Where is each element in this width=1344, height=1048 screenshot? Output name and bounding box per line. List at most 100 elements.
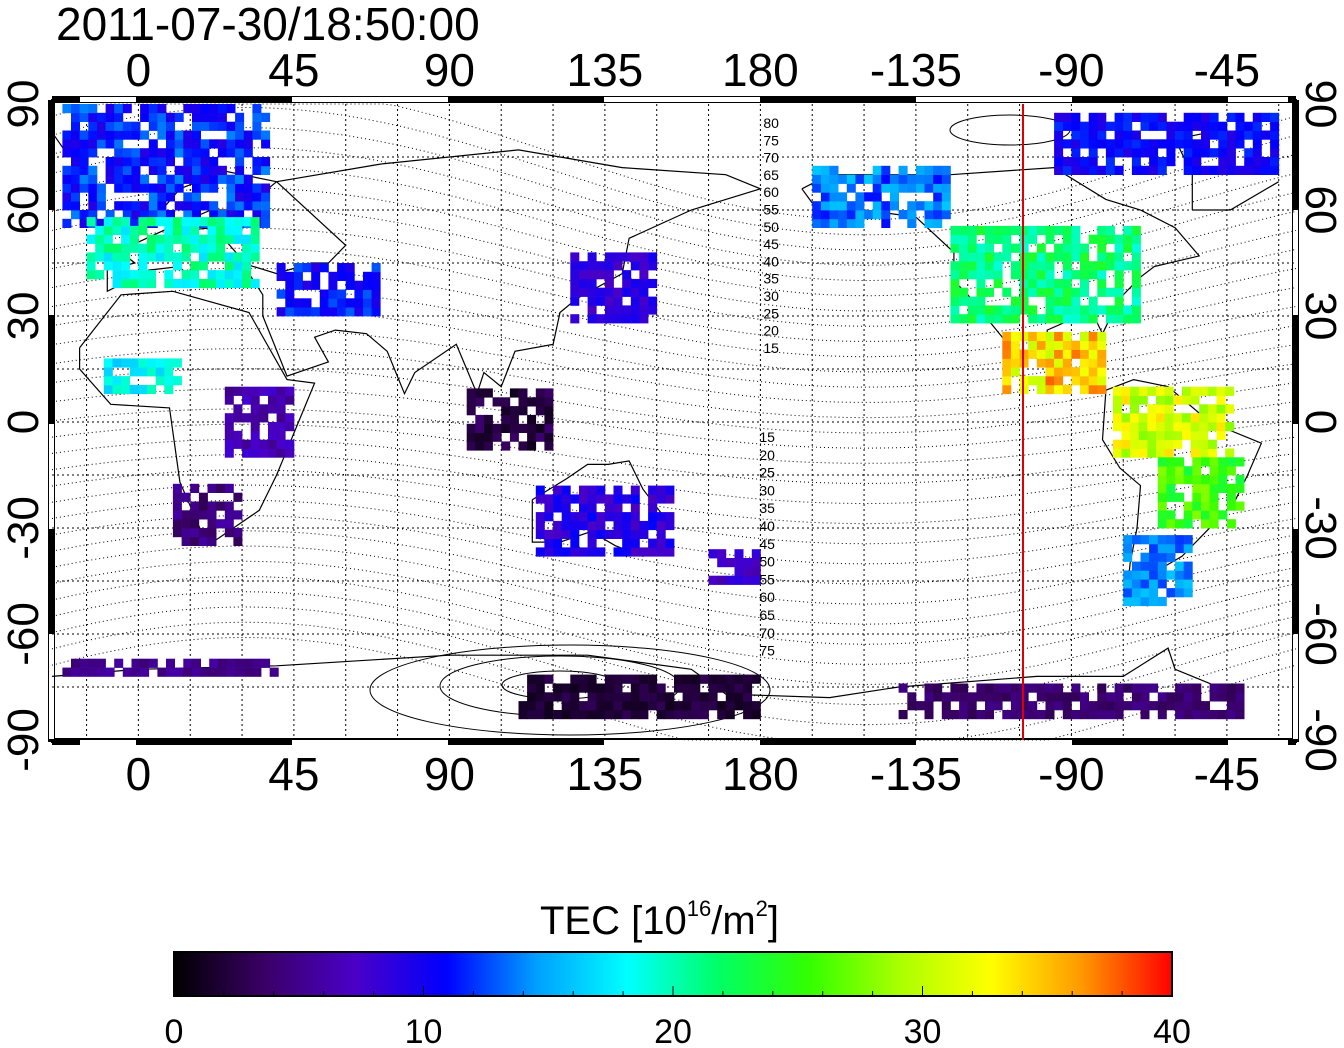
tec-cell <box>864 210 874 220</box>
tec-cell <box>1183 157 1193 167</box>
tec-cell <box>509 432 519 442</box>
tec-cell <box>1097 165 1107 175</box>
tec-cell <box>164 367 174 377</box>
tec-cell <box>1183 579 1193 589</box>
tec-cell <box>561 520 571 531</box>
tec-cell <box>1175 588 1185 598</box>
tec-cell <box>941 692 951 702</box>
tec-cell <box>604 296 614 306</box>
tec-cell <box>1045 358 1055 368</box>
tec-cell <box>1166 510 1176 520</box>
tec-cell <box>1209 112 1219 122</box>
tec-cell <box>1164 413 1174 423</box>
tec-cell <box>252 667 262 677</box>
tec-cell <box>71 174 80 184</box>
tec-cell <box>1036 225 1046 236</box>
tec-cell <box>1105 692 1115 702</box>
tec-cell <box>190 501 200 511</box>
tec-cell <box>941 210 951 220</box>
tec-cell <box>250 448 260 458</box>
tec-cell <box>1036 349 1046 359</box>
tec-data-cells <box>62 104 1280 720</box>
tec-cell <box>1010 305 1020 315</box>
tec-cell <box>907 201 917 211</box>
tec-cell <box>200 183 210 193</box>
tec-cell <box>243 139 253 149</box>
tec-cell <box>1054 121 1064 131</box>
tec-cell <box>985 261 994 271</box>
tec-cell <box>665 701 675 711</box>
tec-cell <box>1244 148 1254 158</box>
tec-cell <box>1105 225 1115 236</box>
tec-cell <box>1123 121 1133 131</box>
tec-cell <box>630 503 640 513</box>
tec-cell <box>579 520 588 531</box>
tec-cell <box>1019 349 1029 359</box>
tec-cell <box>527 692 537 702</box>
tec-cell <box>1036 358 1046 368</box>
tec-cell <box>1114 710 1124 720</box>
tec-cell <box>1131 287 1141 297</box>
tec-cell <box>993 278 1003 289</box>
tec-cell <box>261 201 271 211</box>
tec-cell <box>183 210 193 220</box>
contour-label: 50 <box>759 554 775 570</box>
tec-cell <box>183 157 193 167</box>
tec-cell <box>1097 270 1107 280</box>
tec-cell <box>181 243 191 253</box>
tec-cell <box>190 234 200 244</box>
tec-cell <box>363 280 372 290</box>
tec-cell <box>483 432 493 442</box>
tec-cell <box>950 314 960 324</box>
x-tick-label-bottom: 135 <box>567 748 644 800</box>
tec-cell <box>1121 413 1131 423</box>
tec-cell <box>140 201 150 211</box>
tec-cell <box>475 397 485 407</box>
tec-cell <box>224 448 234 458</box>
tec-cell <box>1166 492 1176 502</box>
tec-cell <box>518 423 528 433</box>
tec-cell <box>1201 130 1210 140</box>
tec-cell <box>613 710 623 720</box>
tec-cell <box>190 510 200 520</box>
tec-cell <box>967 234 977 244</box>
tec-cell <box>950 225 960 236</box>
tec-cell <box>1054 384 1064 395</box>
tec-cell <box>1131 588 1141 598</box>
tec-cell <box>1190 430 1200 440</box>
tec-cell <box>898 210 908 220</box>
tec-cell <box>622 674 632 684</box>
tec-cell <box>166 130 175 140</box>
tec-cell <box>1166 543 1176 554</box>
tec-cell <box>1002 314 1012 324</box>
tec-cell <box>103 384 113 395</box>
tec-cell <box>1270 130 1280 140</box>
tec-cell <box>518 710 528 720</box>
tec-cell <box>122 165 132 175</box>
tec-cell <box>544 503 554 513</box>
tec-cell <box>250 404 260 414</box>
tec-cell <box>217 667 227 677</box>
tec-cell <box>596 314 606 324</box>
tec-cell <box>1157 579 1167 589</box>
tec-cell <box>198 261 208 271</box>
tec-cell <box>226 183 236 193</box>
tec-cell <box>95 225 105 236</box>
tec-cell <box>138 217 148 227</box>
tec-cell <box>1080 243 1089 253</box>
tec-cell <box>1088 261 1098 271</box>
tec-cell <box>192 192 201 202</box>
tec-cell <box>1140 112 1150 122</box>
tec-cell <box>864 192 874 202</box>
tec-cell <box>198 492 208 502</box>
tec-cell <box>148 210 158 220</box>
tec-cell <box>129 243 139 253</box>
tec-cell <box>570 261 580 271</box>
tec-cell <box>570 710 580 720</box>
tec-cell <box>155 217 165 227</box>
tec-cell <box>1062 340 1072 350</box>
tec-cell <box>1062 243 1072 253</box>
tec-cell <box>371 271 381 281</box>
tec-cell <box>1157 483 1167 493</box>
tec-cell <box>1121 422 1131 432</box>
